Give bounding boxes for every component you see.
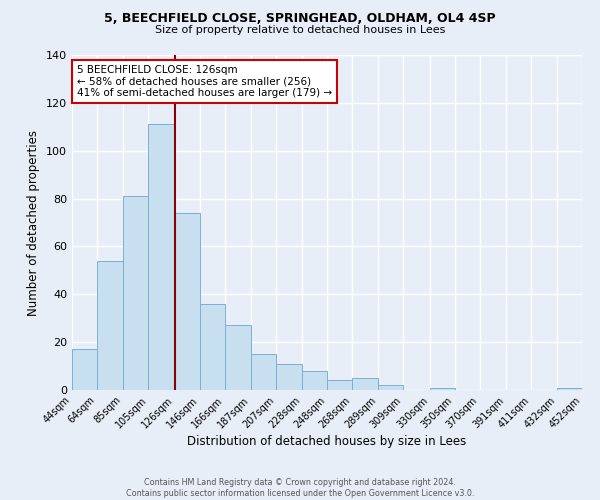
Text: Size of property relative to detached houses in Lees: Size of property relative to detached ho… [155,25,445,35]
Bar [224,326,251,390]
Text: 5 BEECHFIELD CLOSE: 126sqm
← 58% of detached houses are smaller (256)
41% of sem: 5 BEECHFIELD CLOSE: 126sqm ← 58% of deta… [77,65,332,98]
Text: Contains HM Land Registry data © Crown copyright and database right 2024.
Contai: Contains HM Land Registry data © Crown c… [126,478,474,498]
Bar [352,378,378,390]
X-axis label: Distribution of detached houses by size in Lees: Distribution of detached houses by size … [187,436,467,448]
Bar [430,388,455,390]
Bar [148,124,175,390]
Bar [199,304,224,390]
Bar [175,213,199,390]
Bar [97,261,123,390]
Bar [378,385,403,390]
Bar [276,364,302,390]
Bar [302,371,327,390]
Y-axis label: Number of detached properties: Number of detached properties [28,130,40,316]
Bar [557,388,582,390]
Bar [251,354,276,390]
Bar [327,380,352,390]
Bar [123,196,148,390]
Bar [72,350,97,390]
Text: 5, BEECHFIELD CLOSE, SPRINGHEAD, OLDHAM, OL4 4SP: 5, BEECHFIELD CLOSE, SPRINGHEAD, OLDHAM,… [104,12,496,26]
